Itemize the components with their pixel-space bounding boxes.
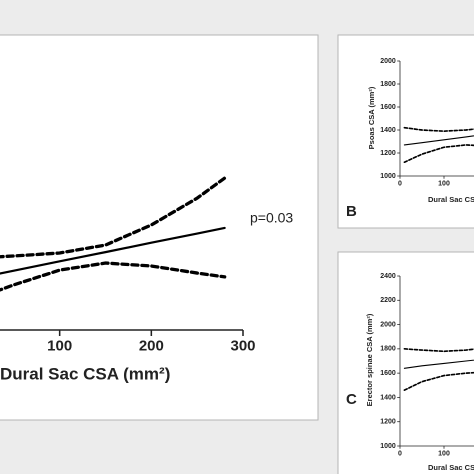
y-tick-label: 2200 [380,297,396,304]
x-axis-label: Dural Sac CSA (mm²) [0,364,170,383]
y-tick-label: 1600 [380,370,396,377]
series-line [0,261,227,292]
x-tick-label: 0 [398,451,402,458]
panel [337,251,474,474]
series-line [403,371,474,391]
x-tick-label: 100 [438,451,450,458]
y-tick-label: 1000 [380,443,396,450]
y-tick-label: 1800 [380,346,396,353]
x-tick-label: 100 [438,181,450,188]
y-tick-label: 1400 [380,127,396,134]
y-tick-label: 2000 [380,321,396,328]
series-line [0,176,227,259]
chart: 100 200 300 Dural Sac CSA (mm²) p=0.03 [0,176,293,383]
chart: 0100200300100012001400160018002000Dural … [346,58,474,220]
y-tick-label: 2000 [380,58,396,65]
x-tick-label: 200 [139,337,164,354]
y-axis-label: Psoas CSA (mm²) [367,86,376,149]
series-line [0,226,226,275]
x-tick-label: 300 [230,337,255,354]
series-line [403,359,474,369]
panel-label: B [346,203,357,220]
x-tick-label: 0 [398,181,402,188]
y-tick-label: 2400 [380,273,396,280]
y-tick-label: 1000 [380,173,396,180]
y-axis-label: Erector spinae CSA (mm²) [365,313,374,406]
series-line [403,144,474,164]
chart: 0100200300100012001400160018002000220024… [346,273,474,472]
y-tick-label: 1200 [380,150,396,157]
x-tick-label: 100 [47,337,72,354]
annotation: p=0.03 [250,210,293,226]
y-tick-label: 1800 [380,81,396,88]
series-line [403,348,474,353]
panel [0,34,319,421]
x-axis-label: Dural Sac CSA (mm²) [428,195,474,204]
series-line [403,135,474,146]
panel-label: C [346,391,357,408]
y-tick-label: 1600 [380,104,396,111]
y-tick-label: 1200 [380,419,396,426]
y-tick-label: 1400 [380,394,396,401]
series-line [403,126,474,132]
x-axis-label: Dural Sac CSA (mm²) [428,463,474,472]
